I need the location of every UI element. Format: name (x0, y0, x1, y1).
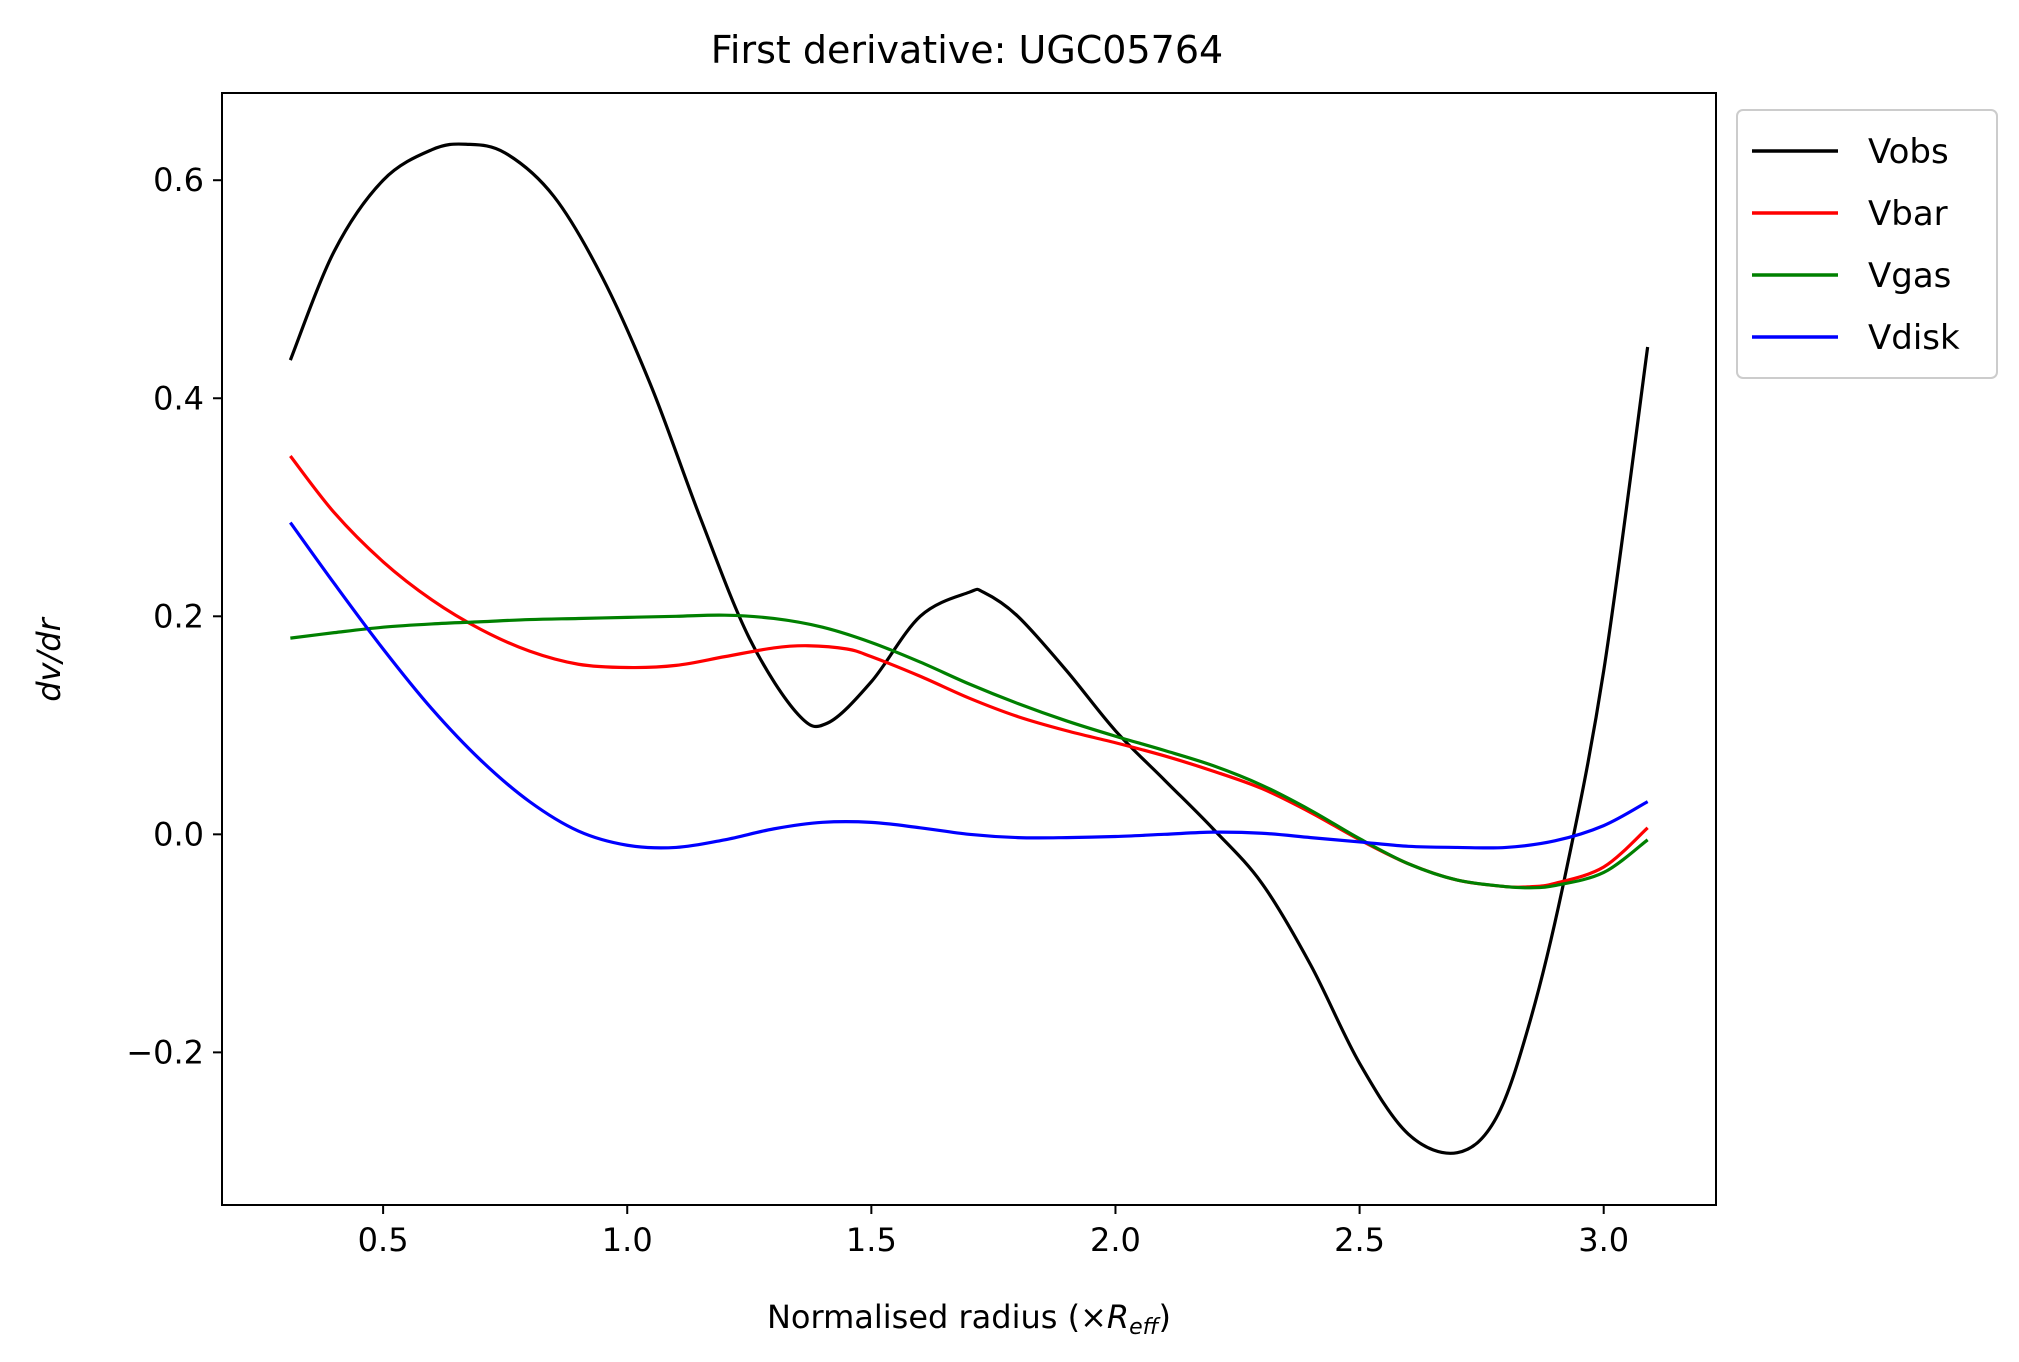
x-tick-label: 2.5 (1334, 1221, 1385, 1259)
legend-label-vobs: Vobs (1868, 132, 1949, 172)
y-tick-label: 0.2 (153, 597, 204, 635)
x-axis-label-suffix: ) (1159, 1298, 1171, 1336)
series-line-vdisk (289, 521, 1649, 850)
y-tick-label: 0.4 (153, 379, 204, 417)
plot-lines (288, 142, 1650, 1155)
series-line-vobs (288, 142, 1650, 1155)
x-axis-ticks: 0.5 1.0 1.5 2.0 2.5 3.0 (358, 1205, 1629, 1259)
x-axis-label-prefix: Normalised radius (× (767, 1298, 1107, 1336)
legend-label-vgas: Vgas (1868, 256, 1951, 296)
x-axis-label-sub: eff (1129, 1315, 1161, 1340)
legend-box (1736, 109, 1998, 379)
y-tick-label: 0.6 (153, 161, 204, 199)
x-tick-label: 1.5 (846, 1221, 897, 1259)
legend-label-vdisk: Vdisk (1868, 318, 1960, 358)
legend-label-vbar: Vbar (1868, 194, 1948, 234)
legend: Vobs Vbar Vgas Vdisk (1736, 109, 1998, 379)
y-axis-ticks: −0.2 0.0 0.2 0.4 0.6 (126, 161, 222, 1071)
x-axis-label-var: R (1107, 1298, 1129, 1336)
x-axis-label: Normalised radius (×Reff) (767, 1298, 1171, 1340)
x-tick-label: 0.5 (358, 1221, 409, 1259)
y-tick-label: −0.2 (126, 1033, 204, 1071)
y-tick-label: 0.0 (153, 815, 204, 853)
plot-frame (221, 92, 1717, 1206)
series-line-vgas (290, 613, 1649, 890)
y-axis-label: dv/dr (30, 616, 68, 701)
x-tick-label: 1.0 (602, 1221, 653, 1259)
chart-title: First derivative: UGC05764 (711, 28, 1223, 72)
x-tick-label: 3.0 (1578, 1221, 1629, 1259)
x-tick-label: 2.0 (1090, 1221, 1141, 1259)
